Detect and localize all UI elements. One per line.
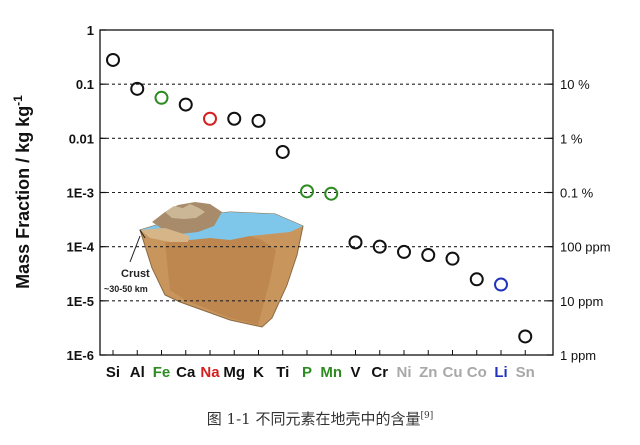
x-tick-label: Ti bbox=[276, 364, 289, 381]
data-point bbox=[518, 329, 533, 344]
y-tick-label: 0.01 bbox=[69, 131, 94, 146]
x-tick-label: Si bbox=[106, 364, 120, 381]
earth-crust-illustration: Crust ~30-50 km bbox=[104, 202, 304, 328]
data-point bbox=[130, 81, 145, 96]
data-point bbox=[421, 248, 436, 263]
right-tick-label: 10 % bbox=[560, 77, 590, 92]
data-point bbox=[300, 184, 314, 199]
data-point bbox=[154, 90, 169, 105]
x-tick-label: Ni bbox=[397, 364, 412, 381]
x-tick-label: Cr bbox=[371, 364, 388, 381]
x-tick-label: Ca bbox=[176, 364, 196, 381]
data-point bbox=[106, 52, 120, 67]
y-tick-label: 0.1 bbox=[76, 77, 94, 92]
x-axis: Si Al Fe Ca Na Mg K Ti P Mn V Cr Ni Zn Cu Co Li Sn bbox=[106, 350, 535, 381]
inset-crust-depth-label: ~30-50 km bbox=[104, 284, 148, 294]
inset-crust-label: Crust bbox=[121, 268, 150, 280]
right-tick-label: 1 ppm bbox=[560, 348, 596, 363]
caption-reference: [9] bbox=[420, 411, 434, 421]
data-point bbox=[203, 111, 217, 126]
right-tick-label: 1 % bbox=[560, 131, 583, 146]
data-point bbox=[227, 111, 242, 126]
right-tick-label: 0.1 % bbox=[560, 186, 594, 201]
right-tick-label: 10 ppm bbox=[560, 294, 603, 309]
x-tick-label: Fe bbox=[153, 364, 171, 381]
chart: Crust ~30-50 km 1 0.1 0.01 1E-3 1E-4 1E-5 1E-6… bbox=[11, 23, 611, 381]
y-tick-label: 1E-3 bbox=[67, 186, 94, 201]
data-point bbox=[445, 251, 460, 266]
data-point bbox=[178, 97, 193, 112]
data-point bbox=[494, 277, 508, 292]
right-tick-label: 100 ppm bbox=[560, 240, 611, 255]
x-tick-label: Mg bbox=[223, 364, 245, 381]
x-tick-label: Co bbox=[467, 364, 487, 381]
data-point bbox=[397, 244, 411, 259]
data-points bbox=[106, 52, 533, 344]
y-axis-label-exponent: -1 bbox=[11, 95, 25, 106]
x-tick-label: Na bbox=[200, 364, 220, 381]
data-point bbox=[275, 144, 290, 159]
data-point bbox=[469, 272, 484, 287]
x-tick-label: Mn bbox=[320, 364, 342, 381]
y-tick-label: 1 bbox=[87, 23, 94, 38]
x-tick-label: Li bbox=[494, 364, 507, 381]
x-tick-label: Cu bbox=[443, 364, 463, 381]
data-point bbox=[372, 239, 387, 254]
x-tick-label: Al bbox=[130, 364, 145, 381]
y-axis-left: 1 0.1 0.01 1E-3 1E-4 1E-5 1E-6 bbox=[67, 23, 106, 363]
x-tick-label: P bbox=[302, 364, 312, 381]
y-axis-right: 10 % 1 % 0.1 % 100 ppm 10 ppm 1 ppm bbox=[547, 77, 611, 363]
x-tick-label: V bbox=[350, 364, 360, 381]
data-point bbox=[348, 235, 363, 250]
figure-caption: 图 1-1 不同元素在地壳中的含量[9] bbox=[0, 408, 640, 429]
x-tick-label: K bbox=[253, 364, 264, 381]
y-axis-label: Mass Fraction / kg kg-1 bbox=[11, 95, 33, 289]
y-tick-label: 1E-5 bbox=[67, 294, 94, 309]
x-tick-label: Sn bbox=[516, 364, 535, 381]
y-tick-label: 1E-6 bbox=[67, 348, 94, 363]
x-tick-label: Zn bbox=[419, 364, 437, 381]
data-point bbox=[251, 113, 266, 128]
caption-text: 图 1-1 不同元素在地壳中的含量 bbox=[206, 410, 421, 428]
y-tick-label: 1E-4 bbox=[67, 240, 95, 255]
data-point bbox=[324, 186, 339, 201]
